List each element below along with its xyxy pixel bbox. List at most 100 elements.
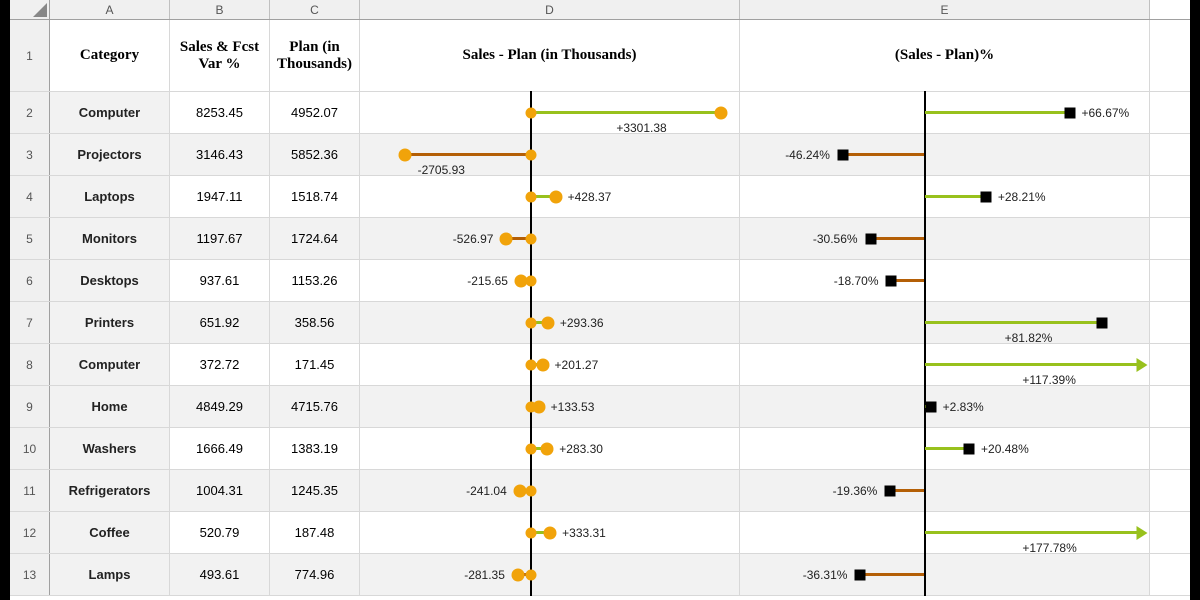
- cell-B[interactable]: 937.61: [170, 260, 270, 301]
- cell-E[interactable]: +20.48%: [740, 428, 1150, 469]
- cell-E[interactable]: +66.67%: [740, 92, 1150, 133]
- cell-C[interactable]: 1245.35: [270, 470, 360, 511]
- cell-D[interactable]: -241.04: [360, 470, 740, 511]
- cell-D[interactable]: +293.36: [360, 302, 740, 343]
- column-header-D[interactable]: D: [360, 0, 740, 19]
- column-header-A[interactable]: A: [50, 0, 170, 19]
- cell-E[interactable]: -18.70%: [740, 260, 1150, 301]
- cell-D[interactable]: +3301.38: [360, 92, 740, 133]
- cell-B[interactable]: 3146.43: [170, 134, 270, 175]
- cell-category[interactable]: Desktops: [50, 260, 170, 301]
- cell-C[interactable]: 1724.64: [270, 218, 360, 259]
- select-all-corner[interactable]: [10, 0, 50, 19]
- cell-C[interactable]: 358.56: [270, 302, 360, 343]
- cell-E[interactable]: -19.36%: [740, 470, 1150, 511]
- cell-category[interactable]: Refrigerators: [50, 470, 170, 511]
- cell-category[interactable]: Coffee: [50, 512, 170, 553]
- cell-C[interactable]: 4952.07: [270, 92, 360, 133]
- cell-C[interactable]: 1153.26: [270, 260, 360, 301]
- cell-D[interactable]: +133.53: [360, 386, 740, 427]
- cell-C[interactable]: 1518.74: [270, 176, 360, 217]
- cell-D[interactable]: -2705.93: [360, 134, 740, 175]
- bar-label: +293.36: [560, 316, 604, 330]
- row-header-11[interactable]: 11: [10, 470, 50, 511]
- row-header-9[interactable]: 9: [10, 386, 50, 427]
- bar-marker: [865, 233, 876, 244]
- row-header-1[interactable]: 1: [10, 20, 50, 91]
- cell-D[interactable]: -526.97: [360, 218, 740, 259]
- row-header-7[interactable]: 7: [10, 302, 50, 343]
- cell-E[interactable]: -46.24%: [740, 134, 1150, 175]
- header-cell-D[interactable]: Sales - Plan (in Thousands): [360, 20, 740, 91]
- cell-category[interactable]: Computer: [50, 92, 170, 133]
- cell-E[interactable]: +2.83%: [740, 386, 1150, 427]
- cell-C[interactable]: 187.48: [270, 512, 360, 553]
- bar-marker: [549, 190, 562, 203]
- header-cell-A[interactable]: Category: [50, 20, 170, 91]
- cell-category[interactable]: Lamps: [50, 554, 170, 595]
- cell-category[interactable]: Washers: [50, 428, 170, 469]
- table-row: 13Lamps493.61774.96-281.35-36.31%: [10, 554, 1190, 596]
- bar-marker: [714, 106, 727, 119]
- cell-D[interactable]: +201.27: [360, 344, 740, 385]
- cell-B[interactable]: 1004.31: [170, 470, 270, 511]
- cell-B[interactable]: 651.92: [170, 302, 270, 343]
- table-row: 12Coffee520.79187.48+333.31+177.78%: [10, 512, 1190, 554]
- column-header-C[interactable]: C: [270, 0, 360, 19]
- row-header-12[interactable]: 12: [10, 512, 50, 553]
- column-header-B[interactable]: B: [170, 0, 270, 19]
- cell-C[interactable]: 171.45: [270, 344, 360, 385]
- row-header-13[interactable]: 13: [10, 554, 50, 595]
- cell-B[interactable]: 4849.29: [170, 386, 270, 427]
- row-header-3[interactable]: 3: [10, 134, 50, 175]
- cell-E[interactable]: -36.31%: [740, 554, 1150, 595]
- cell-category[interactable]: Monitors: [50, 218, 170, 259]
- cell-E[interactable]: +117.39%: [740, 344, 1150, 385]
- cell-B[interactable]: 372.72: [170, 344, 270, 385]
- cell-E[interactable]: +81.82%: [740, 302, 1150, 343]
- column-header-E[interactable]: E: [740, 0, 1150, 19]
- cell-B[interactable]: 493.61: [170, 554, 270, 595]
- row-header-6[interactable]: 6: [10, 260, 50, 301]
- cell-B[interactable]: 1947.11: [170, 176, 270, 217]
- cell-E[interactable]: +28.21%: [740, 176, 1150, 217]
- cell-D[interactable]: +283.30: [360, 428, 740, 469]
- header-cell-B[interactable]: Sales & Fcst Var %: [170, 20, 270, 91]
- cell-category[interactable]: Home: [50, 386, 170, 427]
- cell-category[interactable]: Projectors: [50, 134, 170, 175]
- cell-category[interactable]: Computer: [50, 344, 170, 385]
- cell-D[interactable]: -281.35: [360, 554, 740, 595]
- cell-category[interactable]: Laptops: [50, 176, 170, 217]
- table-row: 6Desktops937.611153.26-215.65-18.70%: [10, 260, 1190, 302]
- cell-category[interactable]: Printers: [50, 302, 170, 343]
- cell-D[interactable]: +333.31: [360, 512, 740, 553]
- cell-D[interactable]: +428.37: [360, 176, 740, 217]
- cell-C[interactable]: 1383.19: [270, 428, 360, 469]
- bar-label: +117.39%: [1022, 373, 1076, 387]
- bar-base-marker: [526, 233, 537, 244]
- cell-E[interactable]: +177.78%: [740, 512, 1150, 553]
- bar-label: +3301.38: [616, 121, 666, 135]
- row-header-5[interactable]: 5: [10, 218, 50, 259]
- cell-B[interactable]: 1197.67: [170, 218, 270, 259]
- header-cell-E[interactable]: (Sales - Plan)%: [740, 20, 1150, 91]
- row-header-8[interactable]: 8: [10, 344, 50, 385]
- row-header-4[interactable]: 4: [10, 176, 50, 217]
- cell-E[interactable]: -30.56%: [740, 218, 1150, 259]
- cell-C[interactable]: 5852.36: [270, 134, 360, 175]
- header-cell-C[interactable]: Plan (in Thousands): [270, 20, 360, 91]
- row-header-2[interactable]: 2: [10, 92, 50, 133]
- bar-marker: [1097, 317, 1108, 328]
- cell-C[interactable]: 4715.76: [270, 386, 360, 427]
- bar-base-marker: [526, 107, 537, 118]
- bar-base-marker: [526, 527, 537, 538]
- cell-D[interactable]: -215.65: [360, 260, 740, 301]
- bar-marker: [511, 568, 524, 581]
- column-headers: ABCDE: [10, 0, 1190, 20]
- cell-C[interactable]: 774.96: [270, 554, 360, 595]
- cell-B[interactable]: 520.79: [170, 512, 270, 553]
- cell-B[interactable]: 8253.45: [170, 92, 270, 133]
- cell-B[interactable]: 1666.49: [170, 428, 270, 469]
- bar-line: [925, 111, 1070, 114]
- row-header-10[interactable]: 10: [10, 428, 50, 469]
